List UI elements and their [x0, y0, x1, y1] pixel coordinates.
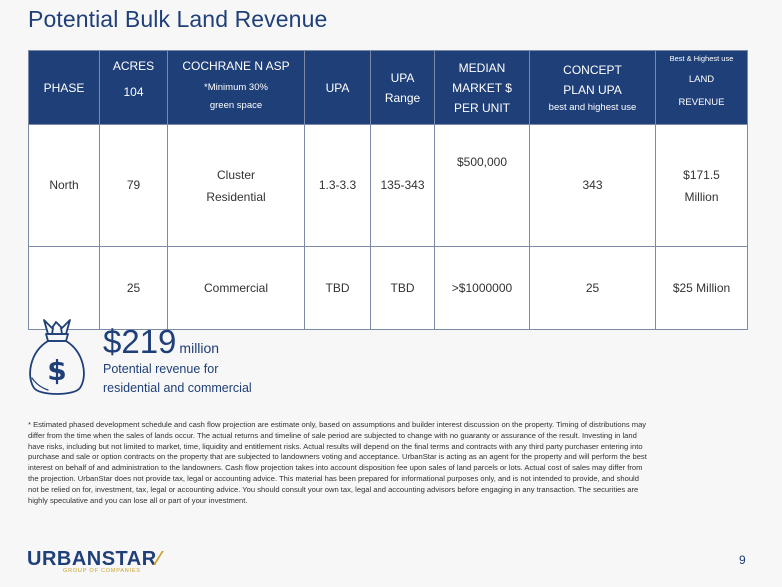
cell-concept: 25: [529, 246, 656, 330]
header-median-market: MEDIAN MARKET $ PER UNIT: [434, 50, 530, 125]
money-bag-icon: $: [22, 314, 92, 403]
header-upa-range: UPA Range: [370, 50, 435, 125]
logo-star-icon: ⁄: [156, 548, 161, 570]
cell-upa: 1.3-3.3: [304, 124, 371, 247]
header-land-revenue: Best & Highest use LAND REVENUE: [655, 50, 748, 125]
logo-tagline: GROUP OF COMPANIES: [63, 568, 141, 574]
cell-use: Cluster Residential: [167, 124, 305, 247]
svg-text:$: $: [47, 354, 66, 387]
table-row: 25 Commercial TBD TBD >$1000000 25 $25 M…: [28, 246, 748, 330]
header-acres: ACRES 104: [99, 50, 168, 125]
disclaimer-text: * Estimated phased development schedule …: [28, 420, 647, 505]
urbanstar-logo: URBANSTAR⁄ GROUP OF COMPANIES: [27, 548, 161, 574]
revenue-description: Potential revenue for residential and co…: [103, 362, 252, 395]
revenue-total: $219 million: [103, 323, 219, 361]
page-number: 9: [739, 553, 746, 567]
cell-acres: 25: [99, 246, 168, 330]
cell-revenue: $171.5 Million: [655, 124, 748, 247]
header-concept-plan: CONCEPT PLAN UPA best and highest use: [529, 50, 656, 125]
revenue-amount: $219: [103, 323, 177, 360]
table-row: North 79 Cluster Residential 1.3-3.3 135…: [28, 124, 748, 247]
cell-use: Commercial: [167, 246, 305, 330]
cell-median: >$1000000: [434, 246, 530, 330]
revenue-table: PHASE ACRES 104 COCHRANE N ASP *Minimum …: [28, 50, 748, 330]
header-upa: UPA: [304, 50, 371, 125]
cell-phase: North: [28, 124, 100, 247]
header-phase: PHASE: [28, 50, 100, 125]
cell-acres: 79: [99, 124, 168, 247]
table-header-row: PHASE ACRES 104 COCHRANE N ASP *Minimum …: [28, 50, 748, 125]
page-title: Potential Bulk Land Revenue: [28, 6, 328, 32]
cell-upa: TBD: [304, 246, 371, 330]
cell-concept: 343: [529, 124, 656, 247]
cell-revenue: $25 Million: [655, 246, 748, 330]
logo-wordmark: URBANSTAR: [27, 548, 157, 570]
header-cochrane-asp: COCHRANE N ASP *Minimum 30% green space: [167, 50, 305, 125]
cell-median: $500,000: [434, 124, 530, 247]
cell-upa-range: 135-343: [370, 124, 435, 247]
cell-phase: [28, 246, 100, 330]
revenue-unit: million: [179, 340, 220, 356]
cell-upa-range: TBD: [370, 246, 435, 330]
